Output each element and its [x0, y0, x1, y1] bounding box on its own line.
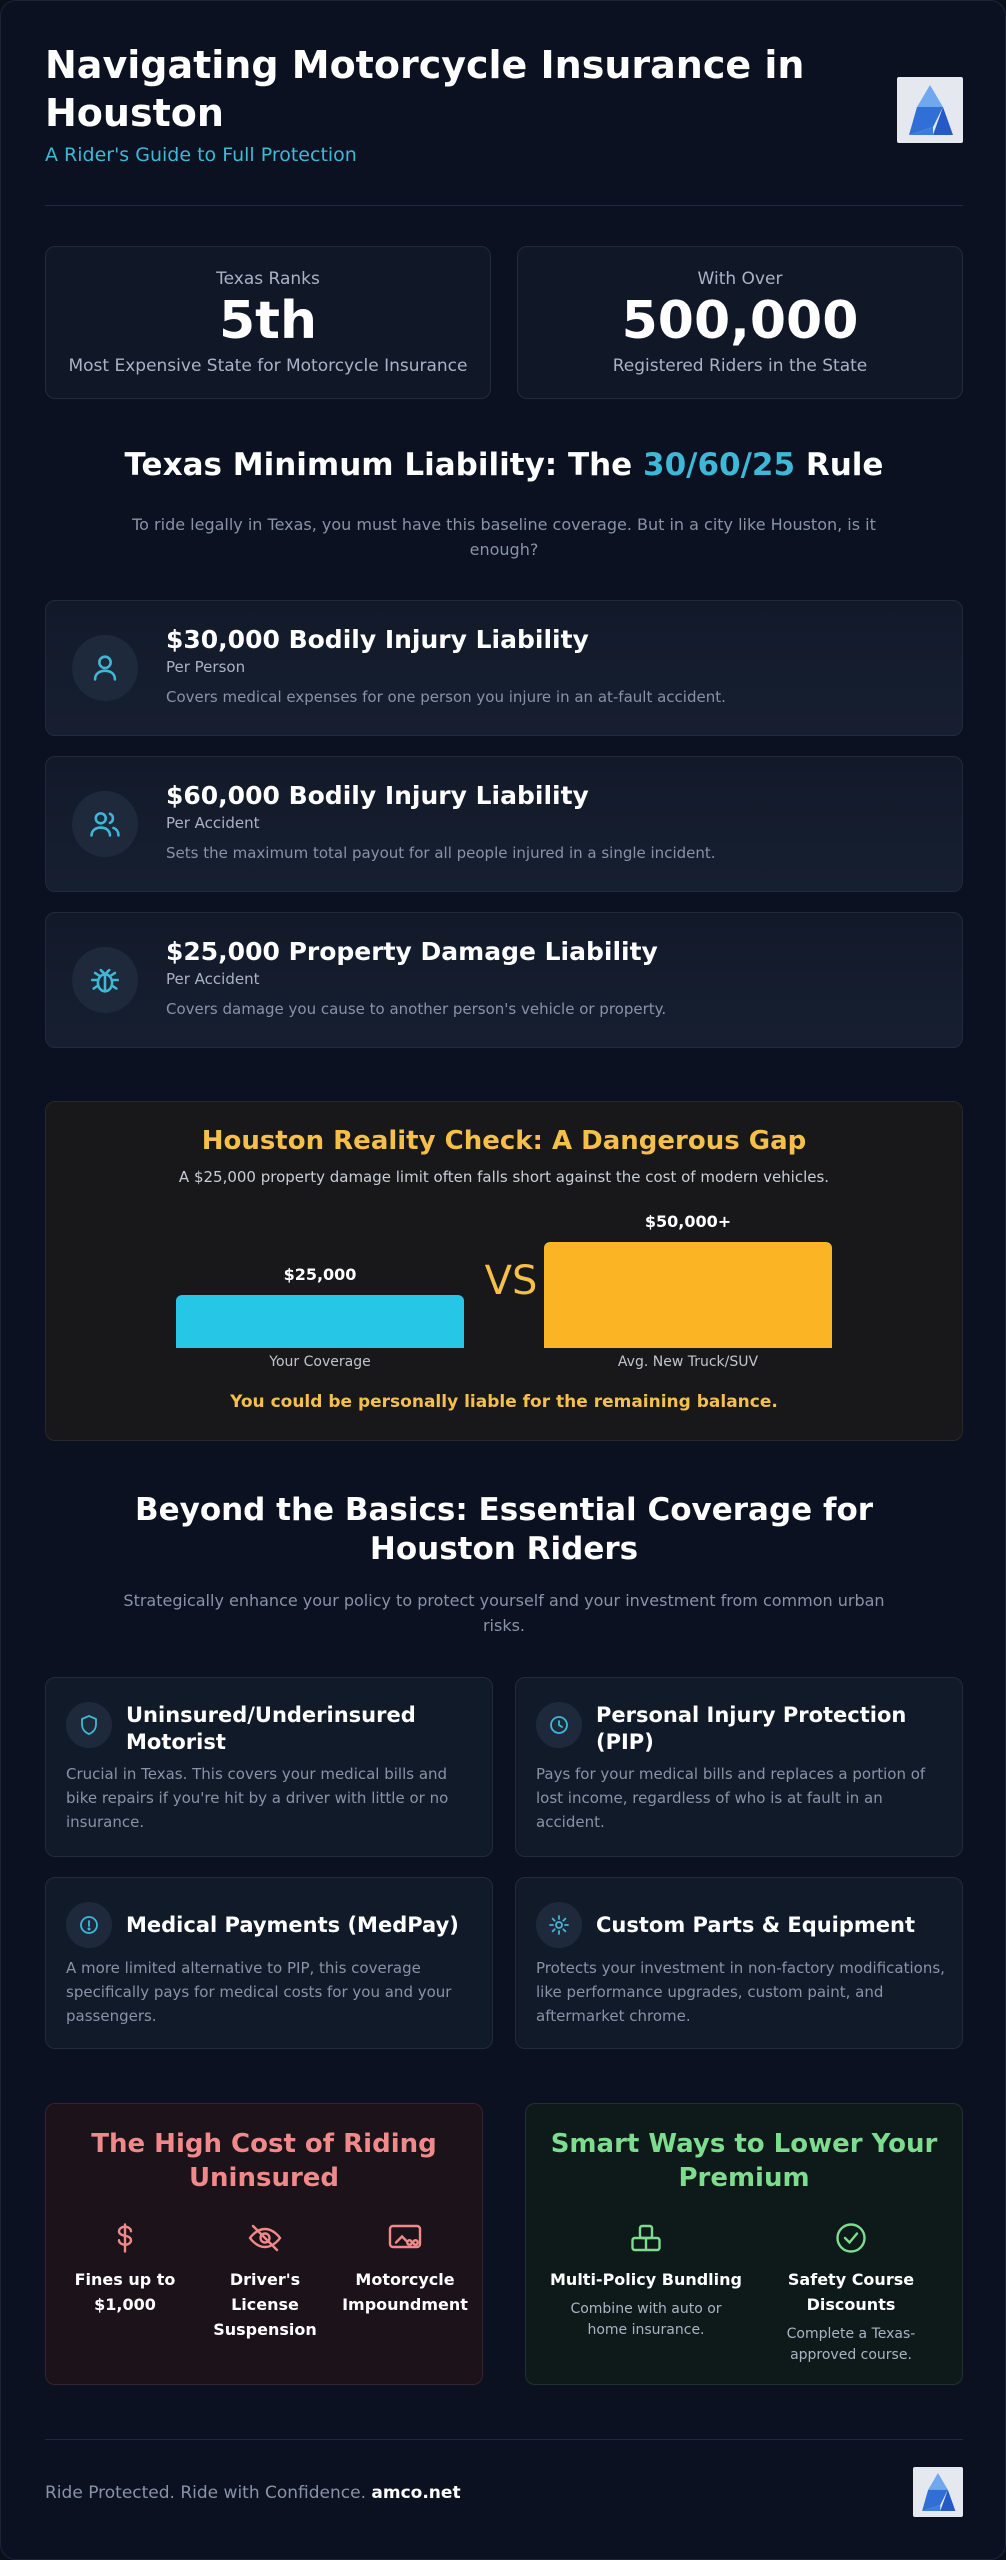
bar-new-truck-suv [544, 1242, 832, 1348]
uninsured-label: Driver's License Suspension [213, 2270, 317, 2339]
uninsured-cost-card: The High Cost of Riding Uninsured Fines … [45, 2103, 483, 2385]
footer-tagline: Ride Protected. Ride with Confidence. am… [45, 2483, 461, 2503]
check-circle-icon [756, 2220, 946, 2256]
user-icon [72, 635, 138, 701]
coverage-title: Medical Payments (MedPay) [126, 1913, 459, 1937]
coverage-title: Uninsured/Underinsured Motorist [126, 1703, 416, 1755]
bar-your-coverage [176, 1295, 464, 1348]
reality-warning: You could be personally liable for the r… [230, 1392, 778, 1412]
liability-title-accent: 30/60/25 [643, 447, 796, 483]
header-divider [45, 205, 963, 206]
stat-kicker: Texas Ranks [216, 269, 320, 289]
savings-card: Smart Ways to Lower Your Premium Multi-P… [525, 2103, 963, 2385]
stat-value: 5th [218, 291, 318, 351]
savings-title: Smart Ways to Lower Your Premium [550, 2129, 938, 2193]
uninsured-item-suspension: Driver's License Suspension [200, 2220, 330, 2342]
savings-description: Combine with auto or home insurance. [570, 2300, 722, 2339]
bar-category-label: Your Coverage [269, 1354, 371, 1370]
rule-card-bodily-per-person: $30,000 Bodily Injury Liability Per Pers… [45, 600, 963, 736]
coverage-description: Protects your investment in non-factory … [536, 1959, 945, 2025]
gear-icon [536, 1902, 582, 1948]
uninsured-item-fines: Fines up to $1,000 [60, 2220, 190, 2318]
rule-card-property-damage: $25,000 Property Damage Liability Per Ac… [45, 912, 963, 1048]
page-title: Navigating Motorcycle Insurance in Houst… [45, 43, 805, 136]
vs-label: VS [484, 1258, 538, 1304]
rule-description: Covers medical expenses for one person y… [166, 688, 726, 706]
reality-title: Houston Reality Check: A Dangerous Gap [201, 1126, 807, 1156]
liability-title: Texas Minimum Liability: The 30/60/25 Ru… [41, 447, 967, 483]
rule-description: Sets the maximum total payout for all pe… [166, 844, 716, 862]
coverage-card-uninsured-motorist: Uninsured/Underinsured Motorist Crucial … [45, 1677, 493, 1857]
footer-tagline-text: Ride Protected. Ride with Confidence. [45, 2483, 366, 2503]
users-icon [72, 791, 138, 857]
bug-icon [72, 947, 138, 1013]
liability-title-prefix: Texas Minimum Liability: The [124, 447, 643, 483]
alert-circle-icon [66, 1902, 112, 1948]
dollar-icon [60, 2220, 190, 2256]
header: Navigating Motorcycle Insurance in Houst… [45, 41, 965, 166]
savings-description: Complete a Texas-approved course. [786, 2325, 916, 2364]
page-subtitle: A Rider's Guide to Full Protection [45, 143, 357, 166]
uninsured-title: The High Cost of Riding Uninsured [91, 2129, 437, 2193]
reality-check-panel: Houston Reality Check: A Dangerous Gap A… [45, 1101, 963, 1441]
rule-title: $25,000 Property Damage Liability [166, 937, 658, 966]
rule-subtitle: Per Accident [166, 814, 260, 832]
coverage-title: Personal Injury Protection (PIP) [596, 1703, 907, 1755]
stat-value: 500,000 [621, 291, 859, 351]
rule-title: $30,000 Bodily Injury Liability [166, 625, 589, 654]
liability-description: To ride legally in Texas, you must have … [132, 515, 876, 559]
truck-icon [340, 2220, 470, 2256]
rule-description: Covers damage you cause to another perso… [166, 1000, 667, 1018]
coverage-description: Crucial in Texas. This covers your medic… [66, 1765, 449, 1831]
bar-category-label: Avg. New Truck/SUV [617, 1354, 759, 1370]
liability-title-suffix: Rule [795, 447, 884, 483]
savings-label: Multi-Policy Bundling [550, 2270, 742, 2289]
eye-off-icon [200, 2220, 330, 2256]
uninsured-label: Fines up to $1,000 [74, 2270, 176, 2314]
shield-icon [66, 1702, 112, 1748]
brand-logo [897, 77, 963, 143]
rule-card-bodily-per-accident: $60,000 Bodily Injury Liability Per Acci… [45, 756, 963, 892]
stat-kicker: With Over [697, 269, 783, 289]
rule-subtitle: Per Person [166, 658, 246, 676]
savings-item-bundling: Multi-Policy Bundling Combine with auto … [546, 2220, 746, 2342]
bar-value-label: $25,000 [283, 1265, 357, 1284]
coverage-card-medpay: Medical Payments (MedPay) A more limited… [45, 1877, 493, 2049]
beyond-title: Beyond the Basics: Essential Coverage fo… [134, 1492, 874, 1567]
uninsured-label: Motorcycle Impoundment [342, 2270, 468, 2314]
footer-site-link[interactable]: amco.net [371, 2483, 461, 2503]
stack-icon [546, 2220, 746, 2256]
coverage-description: Pays for your medical bills and replaces… [536, 1765, 926, 1831]
coverage-description: A more limited alternative to PIP, this … [66, 1959, 452, 2025]
stat-caption: Registered Riders in the State [612, 356, 868, 377]
savings-item-safety-course: Safety Course Discounts Complete a Texas… [756, 2220, 946, 2367]
beyond-description: Strategically enhance your policy to pro… [123, 1591, 885, 1635]
stat-card-rank: Texas Ranks 5th Most Expensive State for… [45, 246, 491, 399]
rule-subtitle: Per Accident [166, 970, 260, 988]
footer-divider [45, 2439, 963, 2440]
footer-logo [913, 2467, 963, 2517]
stat-card-riders: With Over 500,000 Registered Riders in t… [517, 246, 963, 399]
coverage-card-pip: Personal Injury Protection (PIP) Pays fo… [515, 1677, 963, 1857]
rule-title: $60,000 Bodily Injury Liability [166, 781, 589, 810]
coverage-card-custom-parts: Custom Parts & Equipment Protects your i… [515, 1877, 963, 2049]
reality-description: A $25,000 property damage limit often fa… [178, 1168, 830, 1186]
stat-caption: Most Expensive State for Motorcycle Insu… [68, 356, 468, 377]
savings-label: Safety Course Discounts [787, 2270, 915, 2314]
uninsured-item-impoundment: Motorcycle Impoundment [340, 2220, 470, 2318]
coverage-title: Custom Parts & Equipment [596, 1913, 916, 1937]
bar-value-label: $50,000+ [644, 1212, 732, 1231]
clock-icon [536, 1702, 582, 1748]
